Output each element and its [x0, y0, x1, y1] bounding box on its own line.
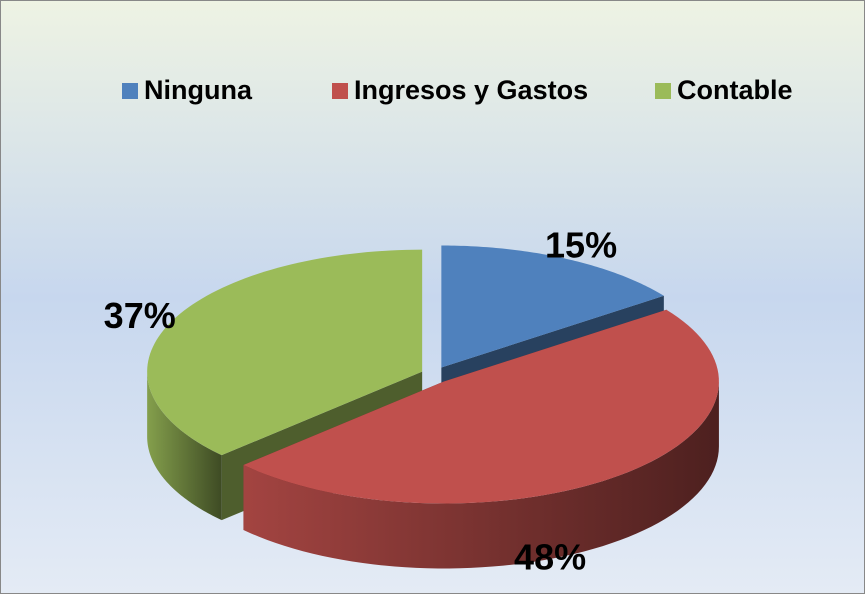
- slice-wall: [243, 381, 719, 569]
- legend-swatch: [122, 83, 138, 99]
- legend-swatch: [655, 83, 671, 99]
- legend-swatch: [332, 83, 348, 99]
- slice-top: [441, 245, 664, 368]
- legend-label: Contable: [677, 75, 793, 105]
- plot: [147, 245, 719, 569]
- legend-label: Ninguna: [144, 75, 253, 105]
- slice-top: [243, 309, 719, 504]
- data-label: 37%: [104, 295, 176, 336]
- data-label: 15%: [545, 224, 617, 265]
- slice-top: [147, 249, 423, 456]
- slice: [243, 309, 719, 569]
- legend-label: Ingresos y Gastos: [354, 75, 588, 105]
- data-label: 48%: [514, 536, 586, 577]
- slice-wall: [147, 371, 222, 521]
